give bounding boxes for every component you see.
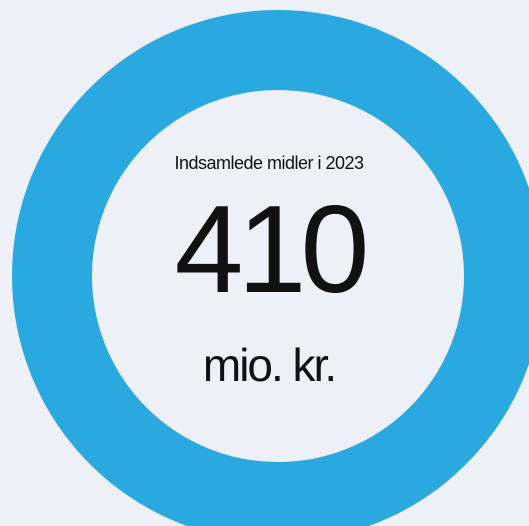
stat-value: 410 [174,181,370,319]
stat-unit: mio. kr. [202,339,337,391]
stat-label: Indsamlede midler i 2023 [174,153,364,173]
